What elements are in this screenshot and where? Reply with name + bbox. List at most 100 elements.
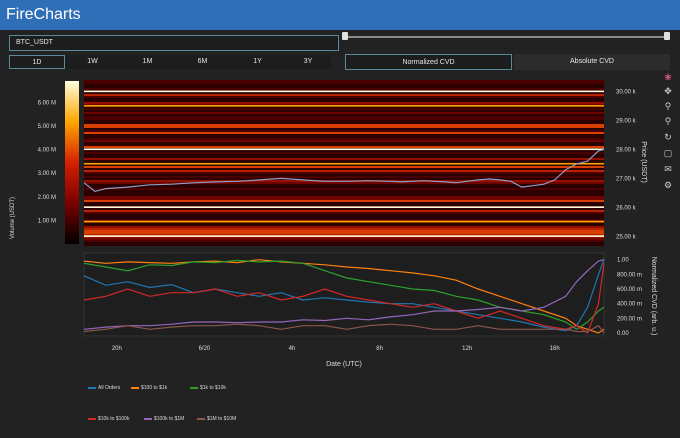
heatmap-row	[84, 122, 604, 124]
heatmap-wall	[84, 235, 604, 237]
heatmap-rows	[84, 80, 604, 246]
heatmap-row	[84, 102, 604, 104]
absolute-cvd-button[interactable]: Absolute CVD	[514, 54, 670, 70]
legend-label: $1M to $10M	[207, 416, 237, 422]
heatmap-row	[84, 166, 604, 168]
slider-handle-end[interactable]	[664, 32, 670, 40]
legend-label: $100k to $1M	[154, 416, 185, 422]
heatmap-row	[84, 198, 604, 200]
cvd-tick-label: 400.00 m	[617, 302, 642, 308]
zoom-icon[interactable]: ⚲	[664, 101, 672, 111]
heatmap-row	[84, 190, 604, 192]
heatmap-wall	[84, 105, 604, 107]
heatmap-row	[84, 204, 604, 206]
heatmap-row	[84, 202, 604, 204]
heatmap-row	[84, 118, 604, 120]
time-range-slider[interactable]	[346, 36, 668, 38]
heatmap-row	[84, 126, 604, 128]
legend-item[interactable]: $10k to $100k	[88, 416, 129, 422]
cvd-axis-ticks: 1.00 800.00 m 600.00 m 400.00 m 200.00 m 0.00	[617, 258, 642, 337]
app-header: FireCharts	[0, 0, 680, 30]
heatmap-row	[84, 242, 604, 244]
heatmap-row	[84, 234, 604, 236]
heatmap-row	[84, 218, 604, 220]
price-tick-label: 27.00 k	[616, 176, 637, 182]
heatmap-row	[84, 108, 604, 110]
heatmap-row	[84, 194, 604, 196]
legend-swatch	[88, 386, 96, 389]
heatmap-row	[84, 132, 604, 134]
heatmap-row	[84, 82, 604, 84]
legend-item[interactable]: All Orders	[88, 385, 120, 391]
price-axis-ticks: 30.00 k 29.00 k 28.00 k 27.00 k 26.00 k 25.00…	[616, 90, 637, 241]
price-tick-label: 26.00 k	[616, 205, 637, 211]
settings-icon[interactable]: ⚙	[663, 180, 673, 190]
legend-swatch	[190, 386, 198, 389]
legend-item[interactable]: $1M to $10M	[197, 416, 236, 422]
legend-swatch	[144, 417, 152, 420]
heatmap-row	[84, 136, 604, 138]
heatmap-row	[84, 110, 604, 112]
legend-label: $10k to $100k	[98, 416, 130, 422]
legend-swatch	[197, 417, 205, 420]
color-wheel-icon[interactable]: ❀	[664, 72, 672, 82]
heatmap-row	[84, 240, 604, 242]
timeframe-1m-button[interactable]: 1M	[120, 55, 175, 69]
price-tick-label: 25.00 k	[616, 234, 637, 240]
heatmap-row	[84, 154, 604, 156]
legend-item[interactable]: $100k to $1M	[144, 416, 184, 422]
heatmap-row	[84, 144, 604, 146]
legend-swatch	[131, 386, 139, 389]
heatmap-row	[84, 208, 604, 210]
slider-handle-start[interactable]	[342, 32, 348, 40]
pan-icon[interactable]: ✥	[664, 86, 672, 96]
colorbar-tick-label: 3.00 M	[38, 171, 56, 177]
timeframe-1w-button[interactable]: 1W	[65, 55, 120, 69]
heatmap-row	[84, 88, 604, 90]
heatmap-row	[84, 238, 604, 240]
cvd-tick-label: 0.00	[617, 331, 629, 337]
time-tick-label: 20h	[112, 346, 122, 352]
legend-item[interactable]: $1k to $10k	[190, 385, 226, 391]
heatmap-row	[84, 98, 604, 100]
timeframe-1y-button[interactable]: 1Y	[230, 55, 285, 69]
timeframe-3y-button[interactable]: 3Y	[285, 55, 331, 69]
heatmap-row	[84, 170, 604, 172]
reset-icon[interactable]: ↻	[664, 132, 672, 142]
heatmap-row	[84, 178, 604, 180]
legend-label: $100 to $1k	[141, 385, 168, 391]
timeframe-1d-button[interactable]: 1D	[9, 55, 65, 69]
heatmap-row	[84, 86, 604, 88]
save-icon[interactable]: ▢	[663, 148, 673, 158]
comment-icon[interactable]: ✉	[664, 164, 672, 174]
heatmap-row	[84, 214, 604, 216]
heatmap-row	[84, 142, 604, 144]
time-tick-label: 4h	[289, 346, 296, 352]
colorbar-tick-label: 6.00 M	[38, 100, 56, 106]
heatmap-wall	[84, 148, 604, 151]
heatmap-row	[84, 124, 604, 126]
normalized-cvd-button[interactable]: Normalized CVD	[345, 54, 512, 70]
heatmap-row	[84, 140, 604, 142]
symbol-input[interactable]: BTC_USDT	[9, 35, 339, 51]
heatmap-row	[84, 186, 604, 188]
cvd-axis-title: Normalized CVD (arb. u.)	[650, 257, 657, 336]
timeframe-6m-button[interactable]: 6M	[175, 55, 230, 69]
heatmap-row	[84, 216, 604, 218]
heatmap-wall	[84, 90, 604, 93]
heatmap-row	[84, 156, 604, 158]
heatmap-row	[84, 192, 604, 194]
colorbar-ticks: 6.00 M 5.00 M 4.00 M 3.00 M 2.00 M 1.00 M	[38, 100, 56, 224]
price-tick-label: 29.00 k	[616, 119, 637, 125]
zoom-box-icon[interactable]: ⚲	[664, 116, 672, 126]
heatmap-row	[84, 134, 604, 136]
cvd-series-line	[83, 259, 605, 334]
colorbar-tick-label: 5.00 M	[38, 124, 56, 130]
heatmap-row	[84, 146, 604, 148]
heatmap-row	[84, 210, 604, 212]
legend-item[interactable]: $100 to $1k	[131, 385, 167, 391]
heatmap-row	[84, 158, 604, 160]
heatmap-row	[84, 230, 604, 232]
cvd-series-line	[83, 323, 605, 334]
